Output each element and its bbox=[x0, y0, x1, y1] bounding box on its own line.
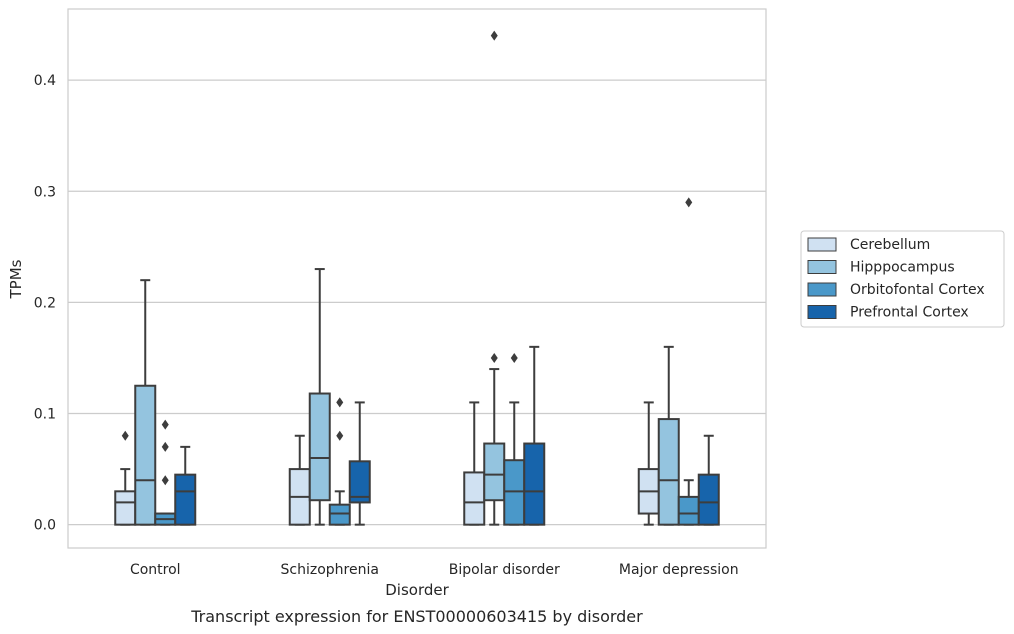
box-group bbox=[677, 197, 700, 526]
box bbox=[463, 471, 486, 526]
x-tick-label: Control bbox=[130, 562, 181, 578]
box-group bbox=[523, 345, 546, 526]
y-tick-label: 0.4 bbox=[34, 73, 56, 89]
box bbox=[174, 473, 197, 526]
box-group bbox=[174, 445, 197, 526]
x-axis-label: Disorder bbox=[385, 581, 449, 599]
legend-label: Hipppocampus bbox=[850, 260, 955, 276]
box bbox=[503, 459, 526, 526]
x-tick-labels: Control Schizophrenia Bipolar disorder Majo… bbox=[130, 562, 739, 578]
box bbox=[677, 495, 700, 526]
plot-frame bbox=[67, 8, 767, 549]
box bbox=[657, 418, 680, 526]
outlier-point bbox=[161, 441, 169, 452]
boxes bbox=[114, 30, 720, 526]
outlier-point bbox=[510, 352, 518, 363]
box-group bbox=[657, 345, 680, 526]
outlier-point bbox=[490, 30, 498, 41]
outlier-point bbox=[336, 397, 344, 408]
box bbox=[308, 392, 331, 502]
y-tick-label: 0.3 bbox=[34, 184, 56, 200]
x-tick-label: Schizophrenia bbox=[281, 562, 379, 578]
box bbox=[134, 384, 157, 526]
box bbox=[114, 490, 137, 526]
outlier-point bbox=[490, 352, 498, 363]
chart-caption: Transcript expression for ENST0000060341… bbox=[190, 607, 643, 626]
box-group bbox=[637, 401, 660, 526]
box-group bbox=[114, 430, 137, 526]
box-group bbox=[503, 352, 526, 526]
box bbox=[328, 503, 351, 526]
outlier-point bbox=[161, 475, 169, 486]
box-group bbox=[348, 401, 371, 526]
y-axis-label: TPMs bbox=[7, 259, 25, 299]
legend: Cerebellum Hipppocampus Orbitofontal Corte… bbox=[800, 230, 1005, 328]
outlier-point bbox=[336, 430, 344, 441]
y-tick-label: 0.0 bbox=[34, 518, 56, 534]
legend-label: Orbitofontal Cortex bbox=[850, 282, 985, 298]
box-group bbox=[154, 419, 177, 526]
box-group bbox=[134, 279, 157, 526]
outlier-point bbox=[121, 430, 129, 441]
box bbox=[697, 473, 720, 526]
box-group bbox=[697, 434, 720, 526]
box-group bbox=[328, 397, 351, 526]
box bbox=[483, 442, 506, 502]
legend-frame bbox=[800, 230, 1005, 328]
legend-swatch bbox=[807, 237, 837, 252]
box-group bbox=[308, 268, 331, 526]
legend-label: Prefrontal Cortex bbox=[850, 305, 969, 321]
legend-swatch bbox=[807, 305, 837, 319]
box bbox=[348, 460, 371, 504]
x-tick-label: Bipolar disorder bbox=[449, 562, 560, 578]
legend-swatch bbox=[807, 282, 837, 297]
legend-swatch bbox=[807, 260, 837, 274]
x-tick-label: Major depression bbox=[619, 562, 739, 578]
y-tick-label: 0.2 bbox=[34, 295, 56, 311]
outlier-point bbox=[161, 419, 169, 430]
y-tick-label: 0.1 bbox=[34, 407, 56, 423]
outlier-point bbox=[685, 197, 693, 208]
box bbox=[523, 442, 546, 526]
y-tick-labels: 0.0 0.1 0.2 0.3 0.4 bbox=[34, 73, 56, 534]
legend-label: Cerebellum bbox=[850, 237, 930, 253]
